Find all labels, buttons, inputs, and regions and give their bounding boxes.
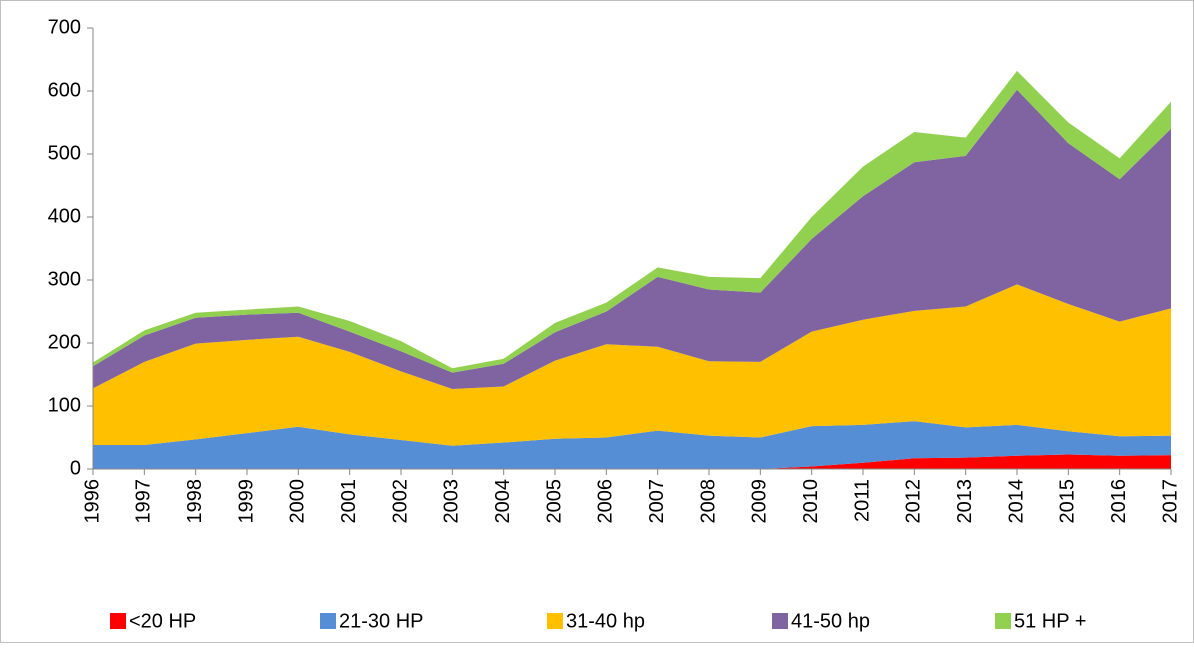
x-tick-label: 2016 — [1108, 479, 1130, 524]
y-tick-label: 500 — [48, 142, 81, 164]
x-tick-label: 2003 — [441, 479, 463, 524]
y-tick-label: 200 — [48, 331, 81, 353]
legend-swatch — [110, 613, 126, 629]
y-tick-label: 0 — [70, 457, 81, 479]
legend-label: 21-30 HP — [339, 610, 424, 632]
x-tick-label: 1998 — [184, 479, 206, 524]
x-tick-label: 2010 — [800, 479, 822, 524]
legend-swatch — [772, 613, 788, 629]
legend-swatch — [547, 613, 563, 629]
y-tick-label: 100 — [48, 394, 81, 416]
x-tick-label: 2001 — [338, 479, 360, 524]
x-tick-label: 2006 — [595, 479, 617, 524]
x-tick-label: 1999 — [235, 479, 257, 524]
x-tick-label: 1996 — [81, 479, 103, 524]
x-tick-label: 2012 — [903, 479, 925, 524]
y-tick-label: 400 — [48, 205, 81, 227]
area — [93, 284, 1171, 446]
legend-label: 41-50 hp — [791, 610, 870, 632]
legend-label: <20 HP — [129, 610, 196, 632]
x-tick-label: 2007 — [646, 479, 668, 524]
x-tick-label: 2002 — [389, 479, 411, 524]
x-tick-label: 2008 — [697, 479, 719, 524]
x-tick-label: 2014 — [1005, 479, 1027, 524]
x-tick-label: 2004 — [492, 479, 514, 524]
y-tick-label: 600 — [48, 79, 81, 101]
area — [93, 421, 1171, 469]
x-tick-label: 2005 — [543, 479, 565, 524]
x-tick-label: 1997 — [133, 479, 155, 524]
x-tick-label: 2011 — [851, 479, 873, 522]
x-tick-label: 2009 — [749, 479, 771, 524]
area — [93, 454, 1171, 469]
area — [93, 89, 1171, 389]
x-tick-label: 2017 — [1159, 479, 1181, 524]
legend-label: 31-40 hp — [566, 610, 645, 632]
y-tick-label: 300 — [48, 268, 81, 290]
x-tick-label: 2015 — [1057, 479, 1079, 524]
area — [93, 70, 1171, 373]
legend-swatch — [995, 613, 1011, 629]
legend-label: 51 HP + — [1014, 610, 1086, 632]
y-tick-label: 700 — [48, 16, 81, 38]
legend-swatch — [320, 613, 336, 629]
x-tick-label: 2013 — [954, 479, 976, 524]
x-tick-label: 2000 — [287, 479, 309, 524]
